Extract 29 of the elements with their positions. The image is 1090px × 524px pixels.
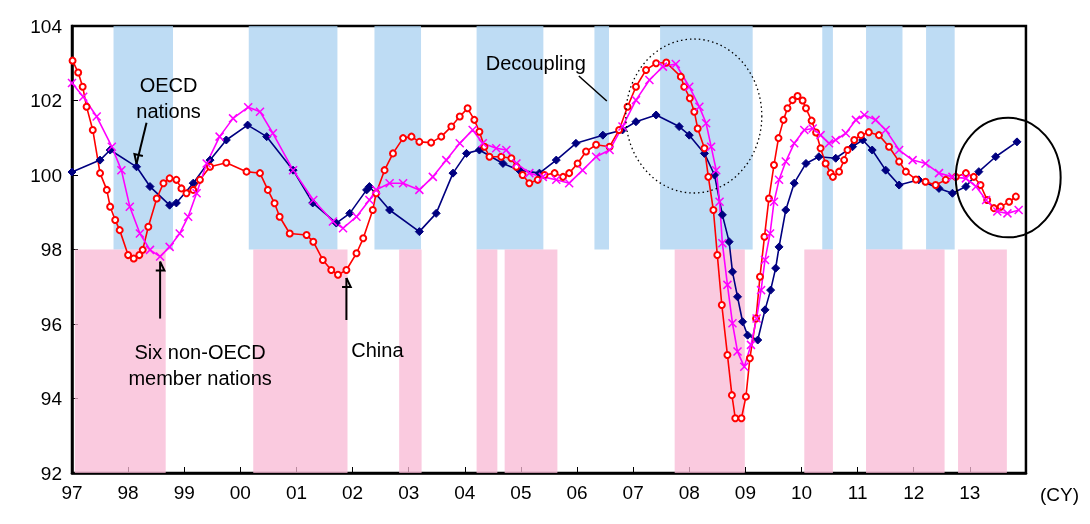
y-tick-label: 94	[40, 388, 63, 409]
x-tick-label: 08	[678, 482, 700, 503]
x-tick-label: 09	[734, 482, 756, 503]
y-tick-label: 100	[30, 164, 62, 186]
annotation: Six non-OECD member nations	[127, 339, 273, 391]
x-tick-label: 12	[903, 482, 925, 503]
y-tick-label: 104	[30, 15, 63, 37]
x-axis-title: (CY)	[1039, 484, 1080, 505]
x-tick-label: 99	[173, 482, 195, 503]
x-tick-label: 01	[285, 482, 308, 503]
x-tick-label: 03	[398, 482, 420, 503]
annotation: Decoupling	[484, 51, 587, 76]
x-tick-label: 07	[622, 482, 644, 503]
annotation: OECD nations	[135, 72, 202, 124]
y-tick-label: 92	[40, 462, 62, 484]
x-tick-label: 00	[229, 482, 251, 503]
x-tick-label: 10	[790, 482, 813, 503]
x-tick-label: 11	[847, 482, 868, 503]
x-tick-label: 97	[61, 482, 83, 503]
x-tick-label: 02	[342, 482, 364, 503]
x-tick-label: 04	[454, 482, 476, 503]
x-tick-label: 13	[959, 482, 981, 503]
x-tick-label: 05	[510, 482, 532, 503]
x-tick-label: 06	[566, 482, 588, 503]
x-tick-label: 98	[117, 482, 139, 503]
y-tick-label: 98	[40, 239, 62, 260]
y-tick-label: 102	[30, 90, 62, 111]
annotation: China	[350, 338, 405, 363]
y-tick-label: 96	[40, 313, 62, 335]
